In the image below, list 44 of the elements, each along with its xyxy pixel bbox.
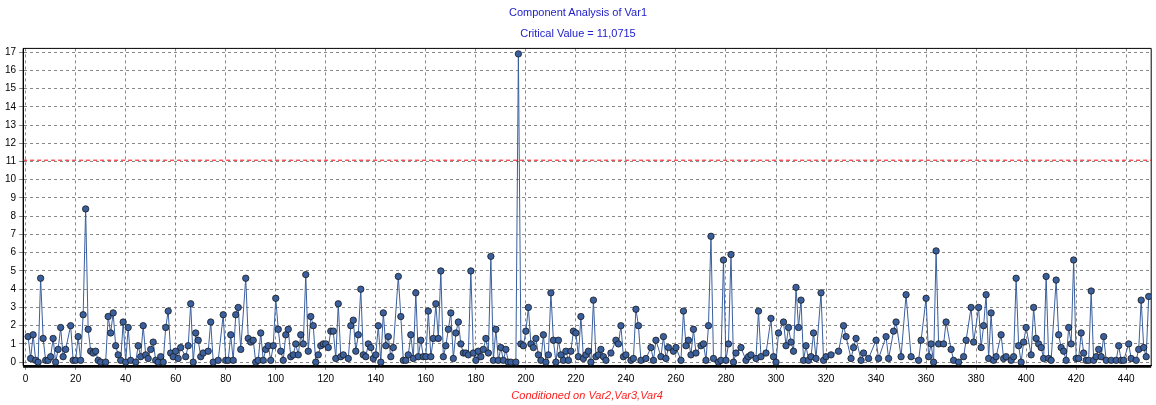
y-tick-label: 14 [5,100,17,112]
y-tick-label: 5 [10,264,17,276]
x-tick-label: 160 [417,372,435,384]
y-tick-label: 1 [10,337,17,349]
y-tick-label: 11 [5,155,17,167]
y-tick-label: 0 [10,355,17,367]
x-tick-label: 260 [667,372,685,384]
x-axis-title: Conditioned on Var2,Var3,Var4 [511,389,663,402]
x-tick-label: 400 [1017,372,1035,384]
x-tick-label: 60 [170,372,182,384]
x-tick-label: 0 [22,372,29,384]
x-tick-label: 320 [817,372,835,384]
y-tick-label: 15 [5,82,17,94]
y-tick-label: 2 [10,319,17,331]
x-tick-label: 20 [70,372,82,384]
chart-subtitle: Critical Value = 11,0715 [520,26,636,39]
y-tick-label: 12 [5,137,17,149]
y-tick-label: 17 [5,45,17,57]
y-tick-label: 3 [10,301,17,313]
x-tick-label: 120 [317,372,335,384]
x-tick-label: 200 [517,372,535,384]
x-tick-label: 40 [120,372,132,384]
x-tick-label: 220 [567,372,585,384]
chart-title: Component Analysis of Var1 [509,5,647,18]
y-tick-label: 16 [5,64,17,76]
x-tick-label: 180 [467,372,485,384]
x-tick-label: 240 [617,372,635,384]
x-tick-label: 300 [767,372,785,384]
y-tick-label: 7 [10,228,17,240]
x-tick-label: 440 [1117,372,1135,384]
y-tick-label: 13 [5,118,17,130]
x-tick-label: 100 [267,372,285,384]
y-tick-label: 6 [10,246,17,258]
x-tick-label: 140 [367,372,385,384]
x-tick-label: 340 [867,372,885,384]
y-tick-label: 9 [10,191,17,203]
x-tick-label: 380 [967,372,985,384]
x-tick-label: 280 [717,372,735,384]
y-tick-label: 10 [5,173,17,185]
x-tick-label: 360 [917,372,935,384]
x-tick-label: 80 [220,372,232,384]
x-tick-label: 420 [1067,372,1085,384]
y-tick-label: 8 [10,209,17,221]
y-tick-label: 4 [10,282,17,294]
